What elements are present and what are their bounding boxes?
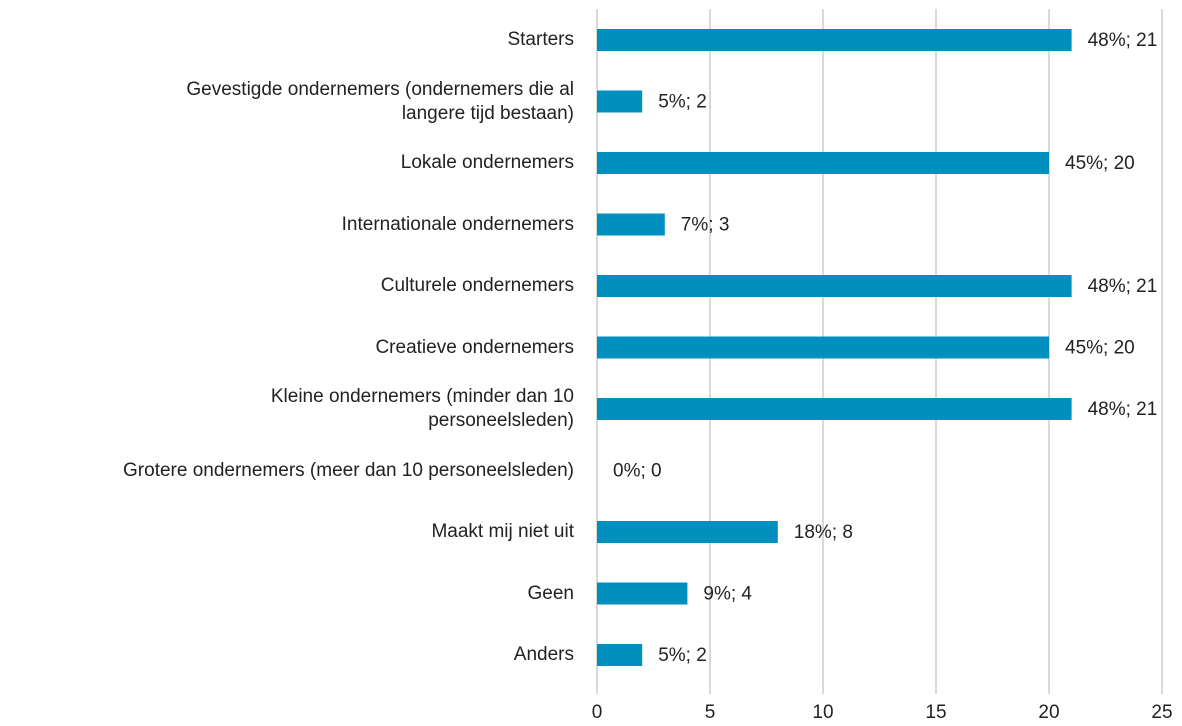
bar (597, 90, 643, 113)
data-label: 0%; 0 (613, 461, 662, 482)
x-tick-label: 5 (705, 702, 716, 723)
data-label: 5%; 2 (658, 645, 707, 666)
data-label: 45%; 20 (1065, 338, 1135, 359)
x-tick-label: 25 (1151, 702, 1172, 723)
data-label: 18%; 8 (794, 522, 853, 543)
category-label: Geen (527, 582, 574, 604)
category-label: Starters (507, 29, 574, 50)
category-label: Kleine ondernemers (minder dan 10 person… (270, 386, 574, 431)
x-tick-label: 20 (1038, 702, 1059, 723)
data-label: 45%; 20 (1065, 153, 1135, 174)
data-label: 5%; 2 (658, 92, 707, 113)
data-label: 48%; 21 (1088, 30, 1158, 51)
bar (597, 336, 1049, 359)
category-label: Creatieve ondernemers (375, 336, 574, 358)
data-label: 9%; 4 (703, 584, 752, 605)
category-label: Maakt mij niet uit (431, 521, 574, 542)
bar (597, 275, 1072, 297)
bar (597, 521, 778, 543)
data-label: 48%; 21 (1088, 399, 1158, 420)
bar (597, 398, 1072, 420)
data-label: 48%; 21 (1088, 276, 1158, 297)
bar (597, 644, 643, 666)
category-label: Internationale ondernemers (341, 213, 574, 235)
category-label: Anders (513, 644, 574, 665)
category-label: Grotere ondernemers (meer dan 10 persone… (123, 459, 574, 481)
x-tick-label: 15 (925, 702, 946, 723)
x-tick-label: 10 (812, 702, 833, 723)
bar (597, 582, 688, 605)
category-label: Lokale ondernemers (400, 152, 574, 173)
x-tick-label: 0 (592, 702, 603, 723)
category-label: Culturele ondernemers (380, 275, 574, 296)
bar (597, 29, 1072, 51)
bar (597, 152, 1049, 174)
category-label: Gevestigde ondernemers (ondernemers die … (186, 78, 574, 124)
data-label: 7%; 3 (681, 215, 730, 236)
bar (597, 213, 665, 236)
